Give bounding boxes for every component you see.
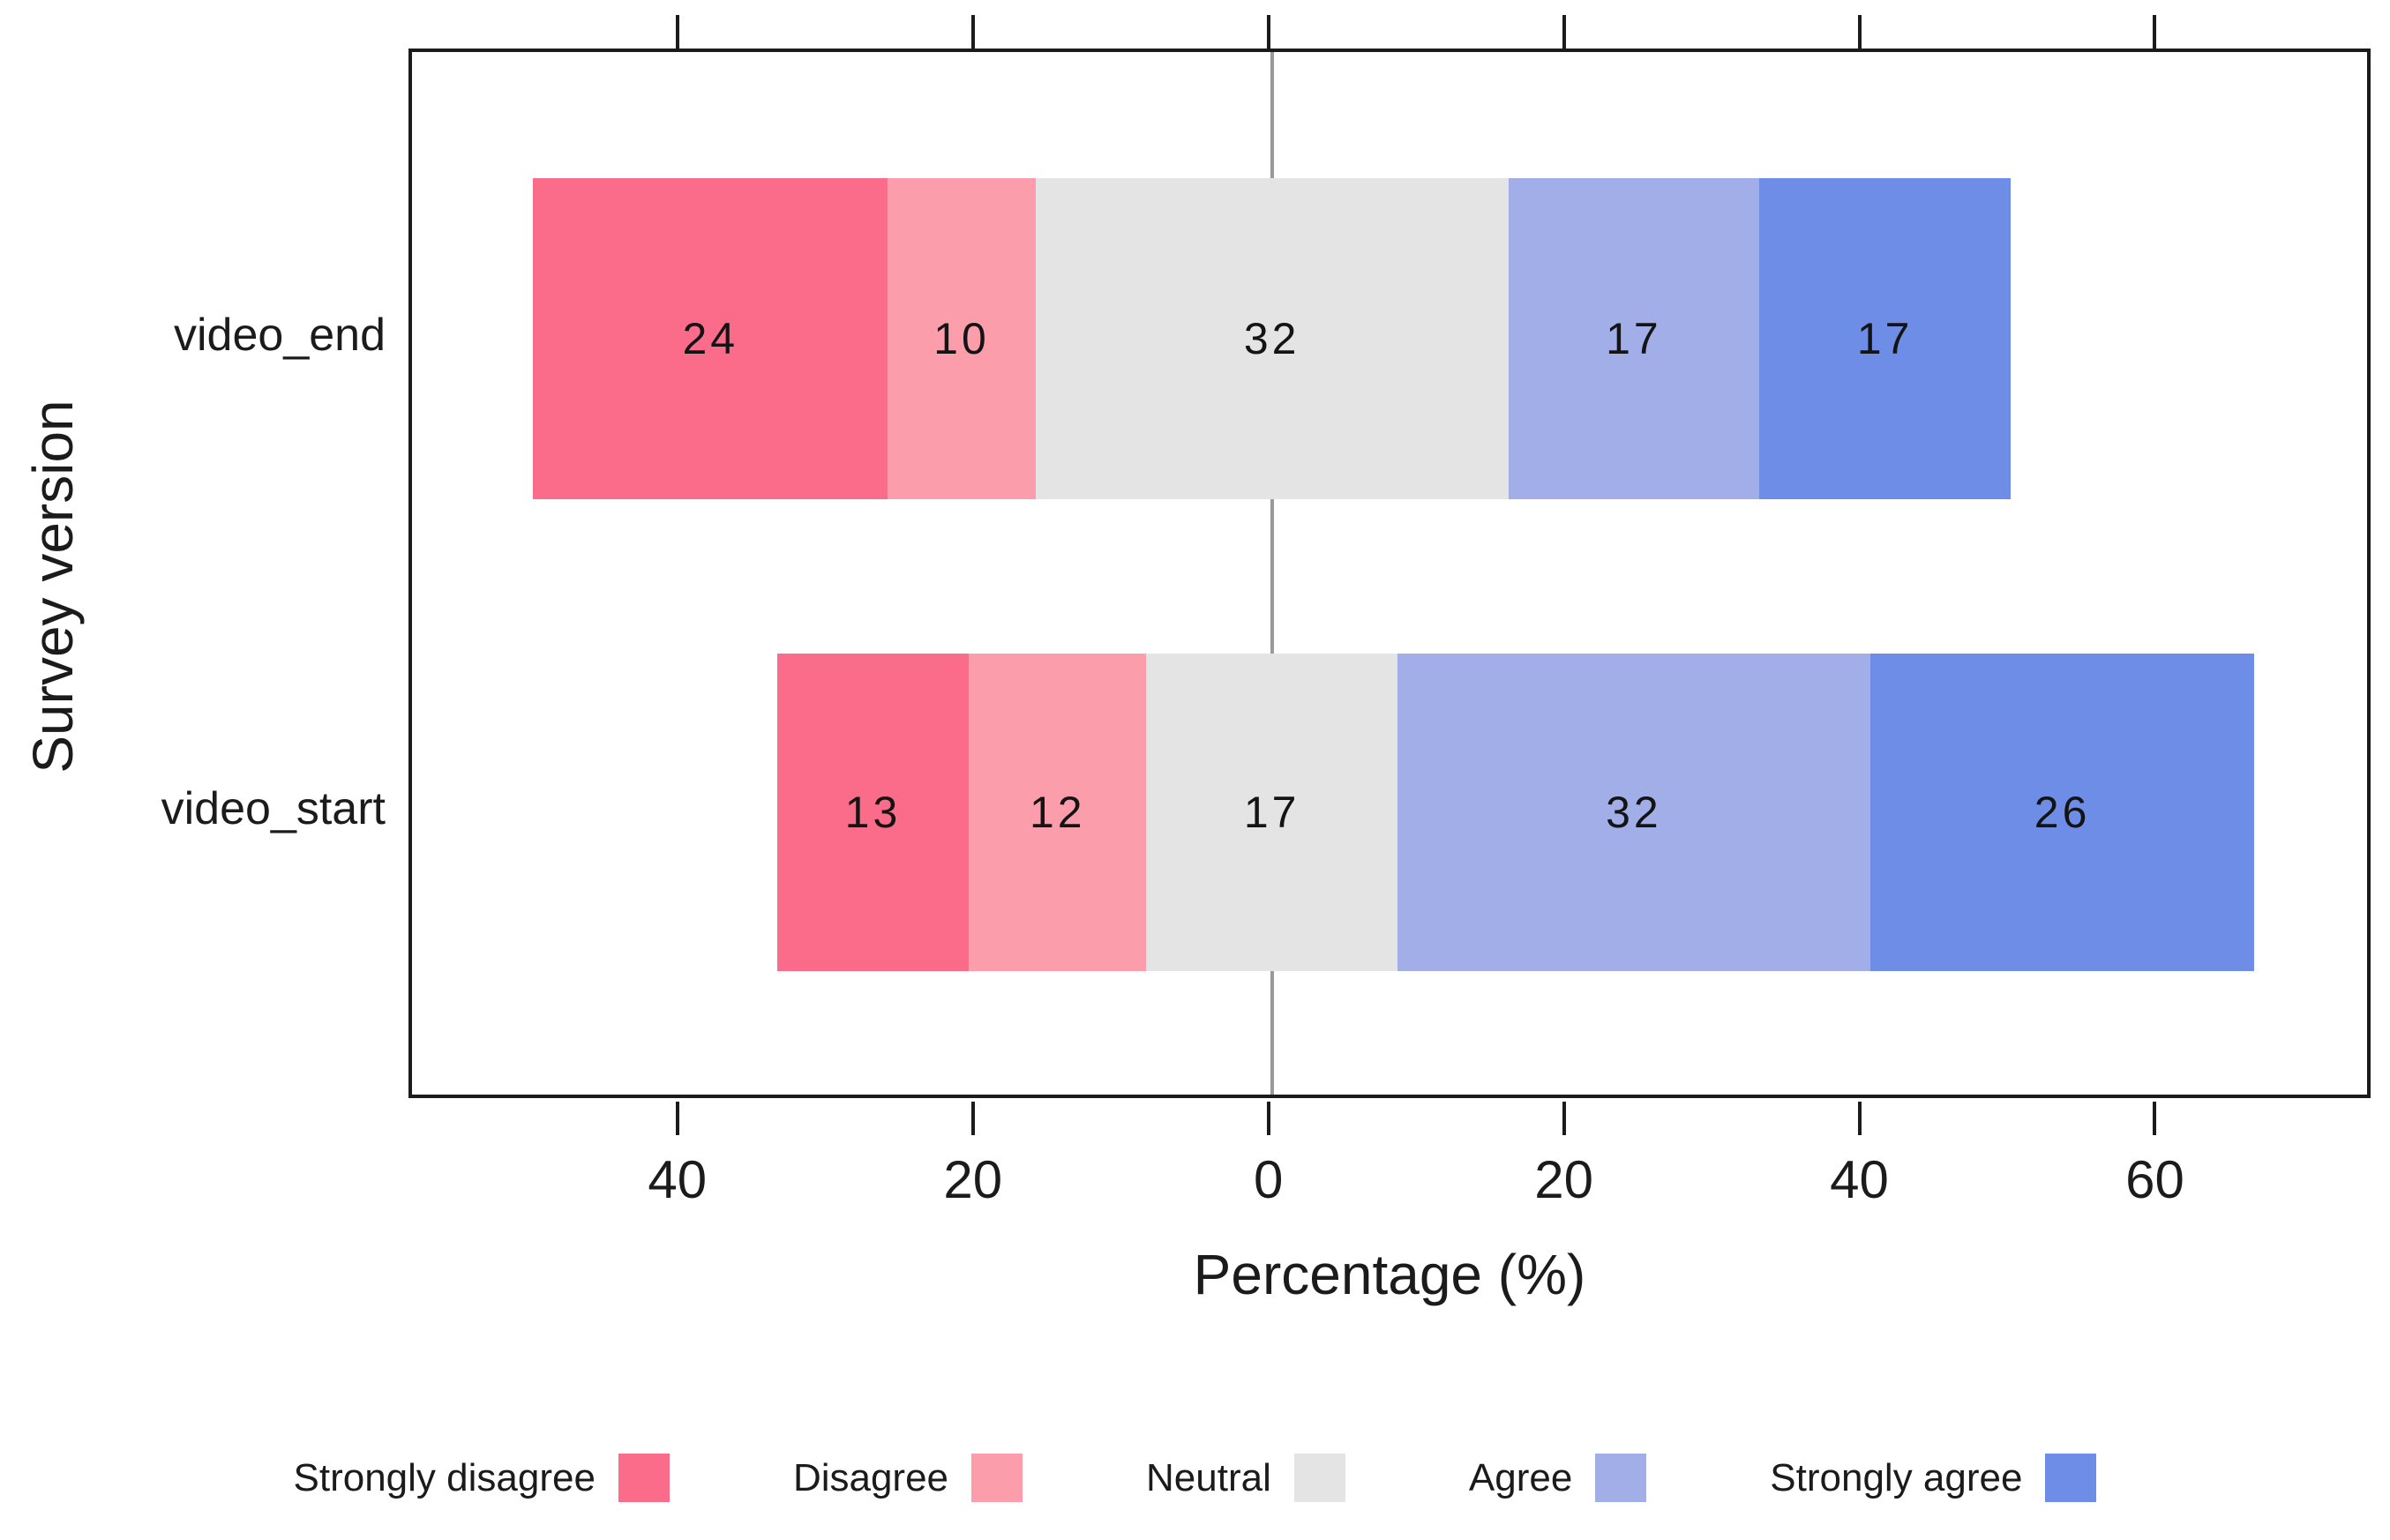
legend-item: Disagree: [793, 1454, 1023, 1502]
category-label-video_start: video_start: [161, 783, 386, 834]
x-tick-mark-bottom: [1562, 1102, 1566, 1135]
bar-value-label: 32: [1606, 788, 1662, 837]
bar-segment: 26: [1869, 654, 2255, 971]
category-label-video_end: video_end: [174, 310, 386, 361]
x-tick-mark-top: [1562, 15, 1566, 49]
legend-swatch: [2045, 1454, 2097, 1502]
bar-value-label: 24: [682, 314, 739, 363]
x-tick-mark-top: [970, 15, 975, 49]
bar-segment: 24: [533, 178, 888, 499]
bar-segment: 12: [969, 654, 1147, 971]
x-tick-label: 60: [2125, 1150, 2184, 1209]
x-tick-label: 40: [1830, 1150, 1889, 1209]
x-tick-mark-top: [1857, 15, 1862, 49]
bar-value-label: 13: [844, 788, 902, 837]
legend-item: Strongly agree: [1770, 1454, 2097, 1502]
zero-line: [1270, 52, 1274, 1095]
bar-value-label: 32: [1243, 314, 1300, 363]
legend-item: Neutral: [1146, 1454, 1345, 1502]
x-tick-label: 20: [943, 1150, 1003, 1209]
legend-item: Strongly disagree: [294, 1454, 670, 1502]
x-tick-mark-bottom: [970, 1102, 975, 1135]
bar-value-label: 26: [2034, 788, 2091, 837]
legend-item: Agree: [1468, 1454, 1647, 1502]
legend-label: Disagree: [792, 1455, 949, 1499]
x-tick-mark-bottom: [2153, 1102, 2157, 1135]
bar-value-label: 12: [1030, 788, 1086, 837]
legend-label: Strongly agree: [1770, 1455, 2023, 1499]
x-tick-label: 20: [1534, 1150, 1593, 1209]
bar-segment: 10: [888, 178, 1036, 499]
bar-row-video_end: 24 10 32 17 17: [533, 178, 2011, 499]
bar-value-label: 17: [1606, 314, 1662, 363]
x-tick-mark-bottom: [1857, 1102, 1862, 1135]
x-tick-label: 40: [648, 1150, 708, 1209]
legend-swatch: [1595, 1454, 1647, 1502]
x-tick-mark-top: [2153, 15, 2157, 49]
bar-segment: 32: [1397, 654, 1870, 971]
bar-value-label: 17: [1856, 314, 1914, 363]
plot-area: 24 10 32 17 17 13 12 17 32 26: [408, 49, 2371, 1098]
bar-segment: 17: [1508, 178, 1760, 499]
legend-swatch: [618, 1454, 670, 1502]
legend-swatch: [971, 1454, 1023, 1502]
bar-value-label: 17: [1243, 788, 1300, 837]
x-axis-title: Percentage (%): [1193, 1243, 1586, 1306]
bar-segment: 17: [1759, 178, 2011, 499]
bar-segment: 13: [776, 654, 970, 971]
legend-label: Agree: [1468, 1455, 1573, 1499]
x-tick-mark-bottom: [675, 1102, 679, 1135]
bar-segment: 32: [1035, 178, 1509, 499]
legend: Strongly disagree Disagree Neutral Agree Str…: [0, 1454, 2390, 1502]
legend-swatch: [1293, 1454, 1345, 1502]
x-tick-mark-top: [675, 15, 679, 49]
x-tick-label: 0: [1253, 1150, 1284, 1209]
bar-row-video_start: 13 12 17 32 26: [776, 654, 2255, 971]
bar-value-label: 10: [933, 314, 990, 363]
x-tick-mark-top: [1266, 15, 1270, 49]
legend-label: Neutral: [1146, 1455, 1271, 1499]
legend-label: Strongly disagree: [293, 1455, 596, 1499]
bar-segment: 17: [1146, 654, 1397, 971]
x-tick-mark-bottom: [1266, 1102, 1270, 1135]
